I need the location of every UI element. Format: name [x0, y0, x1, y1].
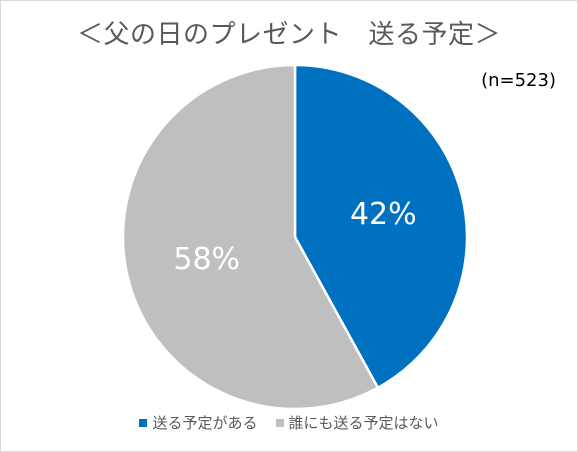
- legend-item-not-planned: 誰にも送る予定はない: [275, 412, 439, 433]
- sample-size-note: (n=523): [481, 70, 556, 91]
- legend-label-planned: 送る予定がある: [152, 414, 258, 432]
- legend-item-planned: 送る予定がある: [139, 412, 258, 433]
- legend: 送る予定がある 誰にも送る予定はない: [0, 412, 578, 433]
- legend-label-not-planned: 誰にも送る予定はない: [288, 414, 439, 432]
- pie-slice-not-planned: [121, 63, 380, 411]
- chart-title: ＜父の日のプレゼント 送る予定＞: [76, 20, 501, 50]
- legend-swatch-planned: [139, 418, 148, 427]
- legend-swatch-not-planned: [275, 418, 284, 427]
- pie-labels: 42% 58%: [173, 197, 416, 277]
- pie-slices: [121, 63, 469, 411]
- pie-label-not-planned: 58%: [173, 242, 240, 277]
- pie-slice-planned: [293, 63, 469, 389]
- pie-label-planned: 42%: [350, 197, 417, 232]
